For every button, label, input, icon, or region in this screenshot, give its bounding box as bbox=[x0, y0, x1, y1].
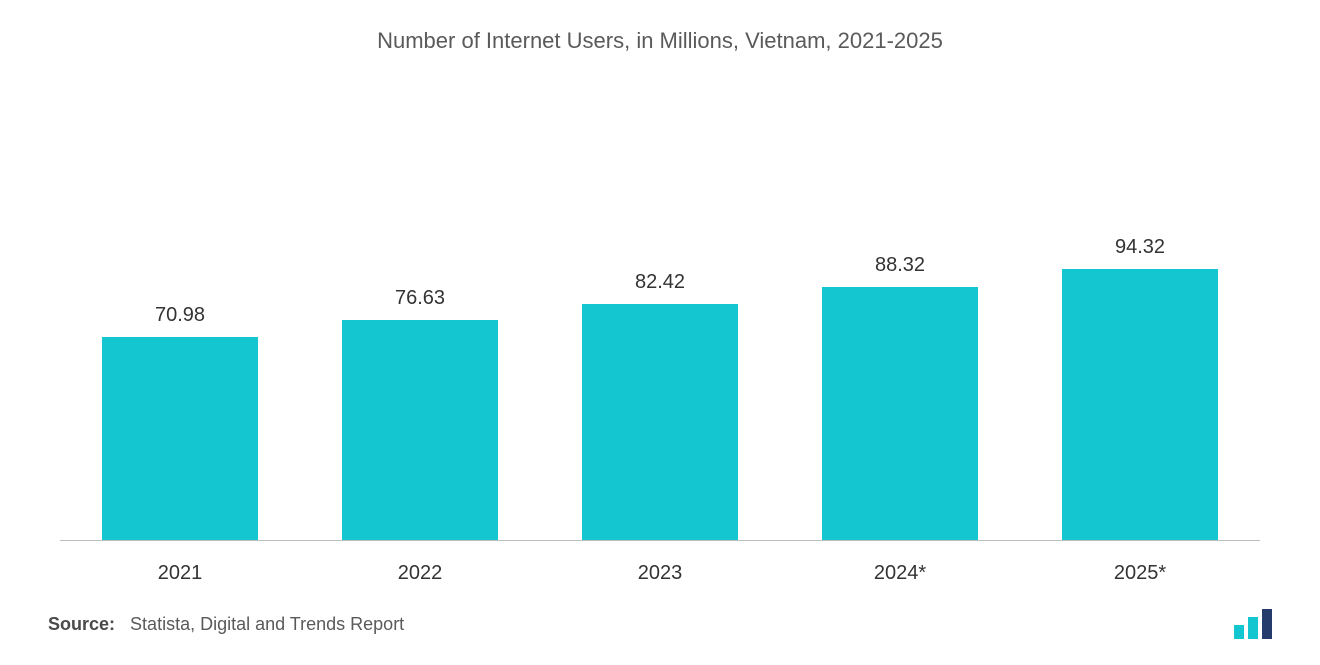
logo-bar-3 bbox=[1262, 609, 1272, 639]
x-axis-label: 2022 bbox=[312, 562, 528, 585]
brand-logo-icon bbox=[1234, 609, 1272, 639]
x-axis-baseline bbox=[60, 540, 1260, 541]
bar bbox=[102, 337, 258, 541]
bars-wrap: 70.98 76.63 82.42 88.32 94.32 bbox=[40, 74, 1280, 541]
bar-value-label: 88.32 bbox=[875, 254, 925, 277]
bar bbox=[822, 287, 978, 541]
source-text: Statista, Digital and Trends Report bbox=[130, 614, 404, 634]
bar-group: 76.63 bbox=[312, 287, 528, 541]
x-axis-labels: 2021 2022 2023 2024* 2025* bbox=[40, 562, 1280, 585]
chart-plot-area: 70.9876.6382.4288.3294.32 20212022202320… bbox=[40, 64, 1280, 609]
x-axis-label: 2025* bbox=[1032, 562, 1248, 585]
bar bbox=[1062, 269, 1218, 541]
bar-group: 82.42 bbox=[552, 271, 768, 541]
bar bbox=[342, 320, 498, 541]
bar-value-label: 94.32 bbox=[1115, 236, 1165, 259]
chart-title: Number of Internet Users, in Millions, V… bbox=[0, 28, 1320, 54]
source-label: Source: bbox=[48, 614, 115, 634]
chart-container: Number of Internet Users, in Millions, V… bbox=[0, 0, 1320, 665]
bar-value-label: 70.98 bbox=[155, 304, 205, 327]
x-axis-label: 2024* bbox=[792, 562, 1008, 585]
bar-group: 94.32 bbox=[1032, 236, 1248, 541]
bar-value-label: 76.63 bbox=[395, 287, 445, 310]
source-line: Source: Statista, Digital and Trends Rep… bbox=[48, 614, 404, 635]
logo-bar-2 bbox=[1248, 617, 1258, 639]
bar-group: 70.98 bbox=[72, 304, 288, 541]
chart-footer: Source: Statista, Digital and Trends Rep… bbox=[0, 609, 1320, 665]
bar bbox=[582, 304, 738, 541]
logo-bar-1 bbox=[1234, 625, 1244, 639]
bar-value-label: 82.42 bbox=[635, 271, 685, 294]
x-axis-label: 2021 bbox=[72, 562, 288, 585]
x-axis-label: 2023 bbox=[552, 562, 768, 585]
bar-group: 88.32 bbox=[792, 254, 1008, 541]
